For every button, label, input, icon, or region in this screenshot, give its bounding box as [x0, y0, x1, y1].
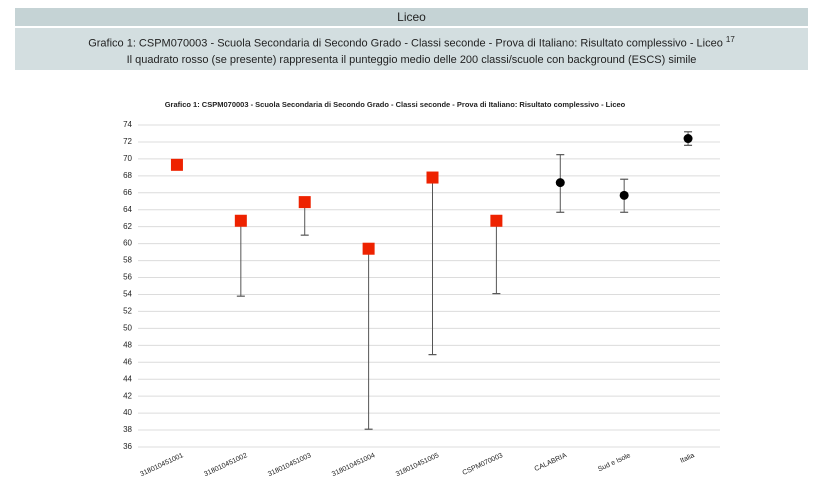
y-tick-label: 60: [123, 239, 132, 248]
y-tick-label: 52: [123, 307, 132, 316]
y-tick-label: 38: [123, 425, 132, 434]
x-tick-label: 318010451001: [139, 452, 184, 478]
y-tick-label: 50: [123, 323, 132, 332]
point: [490, 214, 503, 227]
chart-title: Grafico 1: CSPM070003 - Scuola Secondari…: [165, 100, 626, 109]
x-tick-label: 318010451004: [331, 452, 376, 478]
caption-text: Grafico 1: CSPM070003 - Scuola Secondari…: [88, 37, 723, 50]
point: [683, 134, 693, 144]
x-tick-label: CSPM070003: [462, 452, 505, 477]
x-tick-label: Italia: [679, 452, 695, 465]
y-tick-label: 62: [123, 222, 132, 231]
point: [298, 196, 311, 209]
x-tick-label: CALABRIA: [534, 452, 569, 473]
point: [426, 171, 439, 184]
y-tick-label: 66: [123, 188, 132, 197]
y-tick-label: 42: [123, 391, 132, 400]
y-tick-label: 48: [123, 340, 132, 349]
y-tick-label: 70: [123, 154, 132, 163]
y-tick-label: 56: [123, 273, 132, 282]
y-tick-label: 68: [123, 171, 132, 180]
y-tick-label: 72: [123, 137, 132, 146]
caption-line: Grafico 1: CSPM070003 - Scuola Secondari…: [15, 32, 808, 52]
section-header: Liceo: [15, 8, 808, 26]
point: [234, 214, 247, 227]
caption: Grafico 1: CSPM070003 - Scuola Secondari…: [15, 28, 808, 70]
footnote: 17: [725, 35, 735, 44]
y-tick-label: 64: [123, 205, 132, 214]
y-tick-label: 36: [123, 442, 132, 451]
x-tick-label: 318010451002: [203, 452, 248, 478]
y-tick-label: 46: [123, 357, 132, 366]
y-tick-label: 74: [123, 120, 132, 129]
point: [170, 158, 183, 171]
y-tick-label: 54: [123, 290, 132, 299]
x-tick-label: 318010451005: [395, 452, 440, 478]
caption-line: Il quadrato rosso (se presente) rapprese…: [126, 53, 697, 66]
x-tick-label: 318010451003: [267, 452, 312, 478]
point: [619, 190, 629, 200]
y-tick-label: 58: [123, 256, 132, 265]
y-tick-label: 44: [123, 374, 132, 383]
y-tick-label: 40: [123, 408, 132, 417]
point: [555, 178, 565, 188]
x-tick-label: Sud e Isole: [597, 452, 632, 473]
point: [362, 242, 375, 255]
